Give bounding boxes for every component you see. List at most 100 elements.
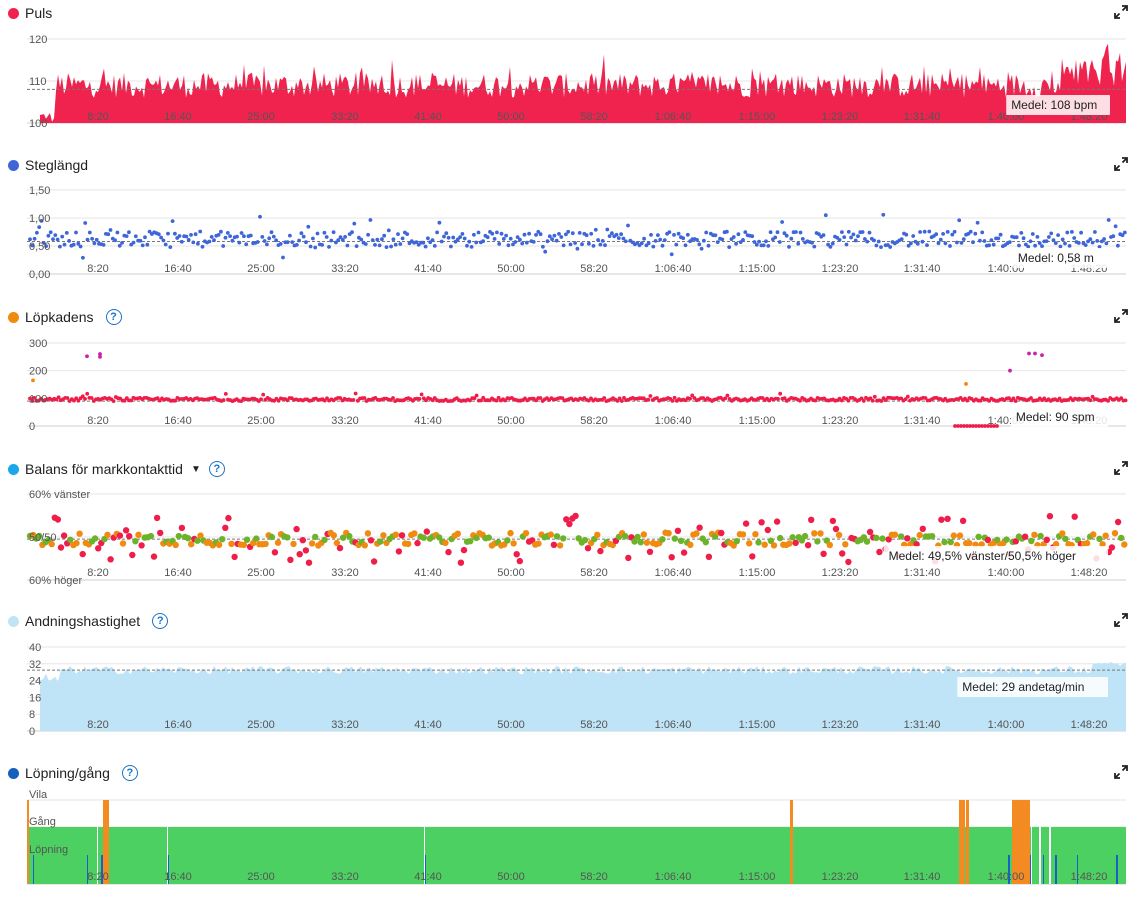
data-point	[885, 536, 892, 543]
data-point	[672, 395, 677, 400]
data-point	[1122, 230, 1127, 235]
expand-icon[interactable]	[1114, 157, 1128, 171]
data-point	[596, 238, 600, 242]
data-point	[1062, 535, 1069, 542]
x-tick-label: 1:23:20	[822, 111, 859, 123]
x-tick-label: 1:06:40	[655, 567, 692, 579]
data-point	[626, 223, 630, 228]
help-icon[interactable]: ?	[105, 309, 122, 325]
data-point	[950, 232, 955, 237]
data-point	[333, 539, 341, 547]
data-point	[622, 533, 629, 540]
data-point	[723, 396, 728, 401]
expand-icon[interactable]	[1114, 5, 1128, 19]
data-point	[846, 398, 851, 403]
data-point	[770, 542, 778, 549]
data-point	[943, 241, 948, 246]
data-point	[196, 241, 200, 246]
data-point	[959, 424, 963, 428]
help-icon[interactable]: ?	[121, 765, 138, 781]
data-point	[138, 542, 145, 549]
expand-icon[interactable]	[1114, 765, 1128, 779]
series-dot-icon	[8, 159, 19, 171]
data-point	[1012, 538, 1019, 545]
x-tick-label: 16:40	[164, 719, 192, 731]
data-point	[962, 424, 966, 428]
gap-segment	[1031, 827, 1032, 884]
data-point	[131, 240, 136, 245]
data-point	[973, 231, 978, 236]
help-icon[interactable]: ?	[152, 613, 169, 629]
x-tick-label: 58:20	[580, 111, 608, 123]
series-area-andning	[40, 662, 1126, 731]
data-point	[681, 236, 686, 241]
data-point	[925, 243, 929, 247]
data-point	[754, 242, 759, 247]
expand-icon[interactable]	[1114, 309, 1128, 323]
data-point	[476, 230, 481, 235]
data-point	[268, 533, 275, 541]
data-point	[457, 559, 465, 566]
chart-title: Puls	[25, 5, 53, 21]
x-tick-label: 1:31:40	[904, 871, 941, 883]
data-point	[197, 532, 204, 539]
data-point	[259, 397, 263, 402]
data-point	[784, 233, 789, 238]
run-segment	[87, 855, 88, 884]
data-point	[85, 354, 89, 359]
data-point	[65, 396, 70, 400]
data-point	[965, 398, 970, 403]
chart-svg: Löpning Gång Vila 8:20 16:40 25:00 33:20 41:40 5…	[27, 789, 1126, 885]
data-point	[64, 231, 69, 235]
y-tick-label: 8	[29, 709, 35, 721]
data-point	[616, 236, 621, 240]
dropdown-caret-icon[interactable]: ▼	[190, 463, 201, 475]
data-point	[1102, 237, 1106, 241]
x-tick-label: 1:15:00	[739, 111, 776, 123]
data-point	[111, 399, 116, 403]
data-point	[354, 244, 359, 248]
average-label: Medel: 29 andetag/min	[962, 680, 1084, 694]
data-point	[391, 237, 396, 242]
data-point	[1067, 244, 1072, 248]
data-point	[414, 240, 419, 244]
data-point	[646, 241, 651, 246]
data-point	[968, 229, 973, 234]
data-point	[481, 239, 485, 244]
data-point	[648, 394, 653, 398]
data-point	[842, 541, 849, 548]
data-point	[817, 530, 824, 537]
data-point	[172, 541, 179, 549]
data-point	[155, 396, 160, 401]
data-point	[655, 396, 659, 400]
data-point	[535, 540, 542, 547]
data-point	[764, 526, 771, 534]
chart-panel-lopning-gang: Löpning Gång Vila 8:20 16:40 25:00 33:20 41:40 5…	[0, 760, 1138, 912]
data-point	[718, 529, 725, 537]
chart-title: Andningshastighet	[25, 613, 141, 629]
data-point	[879, 535, 886, 542]
data-point	[468, 398, 472, 403]
data-point	[953, 424, 957, 428]
data-point	[1019, 231, 1024, 235]
y-tick-label: 120	[29, 34, 47, 46]
data-point	[516, 557, 523, 565]
data-point	[1056, 233, 1060, 237]
data-point	[640, 531, 647, 538]
data-point	[543, 249, 548, 254]
expand-icon[interactable]	[1114, 461, 1128, 475]
data-point	[150, 553, 158, 560]
data-point	[899, 237, 904, 242]
data-point	[444, 231, 449, 236]
data-point	[235, 234, 239, 239]
expand-icon[interactable]	[1114, 613, 1128, 627]
data-point	[695, 238, 699, 242]
data-point	[417, 397, 422, 401]
x-tick-label: 8:20	[87, 415, 108, 427]
data-point	[74, 396, 79, 401]
data-point	[568, 242, 573, 247]
data-point	[649, 233, 653, 237]
data-point	[168, 245, 173, 249]
help-icon[interactable]: ?	[208, 461, 225, 477]
data-point	[634, 533, 641, 541]
